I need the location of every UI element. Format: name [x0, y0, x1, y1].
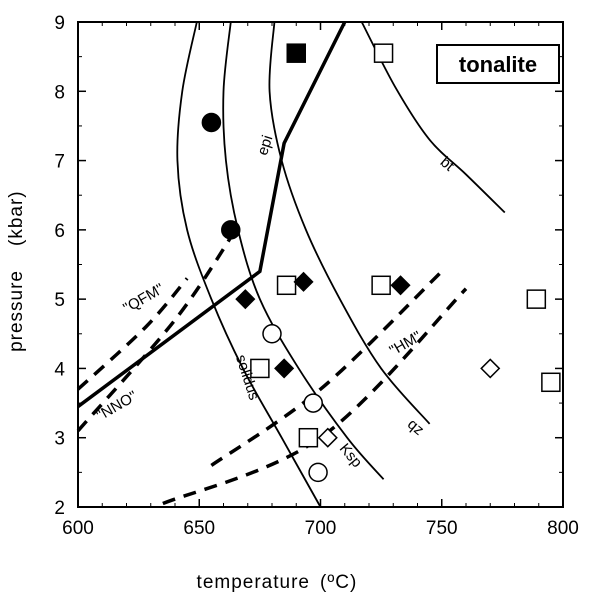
- plot-frame: [77, 21, 564, 508]
- x-tick-label: 650: [183, 518, 215, 539]
- x-axis-label: temperature: [197, 572, 310, 593]
- curve-label: qz: [404, 416, 427, 439]
- curve-label: "NNO": [94, 388, 141, 425]
- curves-layer: [76, 21, 506, 508]
- filled-square-marker: [286, 43, 306, 63]
- curve-6: [76, 228, 238, 432]
- curve-5: [76, 277, 189, 391]
- x-tick-label: 750: [426, 518, 458, 539]
- open-diamond-marker: [480, 358, 501, 379]
- y-tick-label: 7: [54, 152, 65, 173]
- curve-1: [222, 21, 385, 480]
- y-tick-label: 4: [54, 359, 65, 380]
- legend-rect: [436, 44, 560, 84]
- open-diamond-marker: [317, 427, 338, 448]
- ticks-layer: 600 650 700 750 800 2 3 4 5 6 7 8 9: [54, 13, 578, 539]
- x-tick-label: 700: [305, 518, 337, 539]
- curve-7: [210, 270, 443, 467]
- curve-label: Ksp: [336, 440, 366, 471]
- y-tick-label: 5: [54, 290, 65, 311]
- x-tick-label: 800: [547, 518, 579, 539]
- open-circle-marker: [303, 393, 323, 413]
- y-tick-label: 6: [54, 221, 65, 242]
- y-tick-label: 8: [54, 82, 65, 103]
- filled-circle-marker: [201, 112, 222, 133]
- open-square-marker: [541, 372, 561, 393]
- filled-circle-marker: [221, 220, 241, 240]
- legend-box: tonalite: [436, 44, 560, 84]
- filled-diamond-marker: [390, 275, 411, 296]
- open-square-marker: [373, 43, 394, 63]
- curve-4: [76, 21, 347, 408]
- curve-label: bt: [437, 154, 458, 176]
- y-axis-title: pressure (kbar): [6, 190, 27, 352]
- legend-label: tonalite: [459, 52, 537, 77]
- open-circle-marker: [308, 462, 328, 483]
- y-tick-label: 3: [54, 429, 65, 450]
- curve-2: [268, 21, 431, 425]
- filled-diamond-marker: [274, 358, 295, 379]
- open-square-marker: [276, 275, 297, 296]
- x-axis-unit: (ºC): [320, 572, 357, 593]
- curve-8: [162, 287, 468, 506]
- x-axis-title: temperature (ºC): [197, 572, 357, 593]
- y-axis-unit: (kbar): [6, 190, 27, 246]
- y-axis-label: pressure: [6, 270, 27, 352]
- open-circle-marker: [262, 324, 282, 344]
- open-square-marker: [250, 358, 270, 379]
- open-square-marker: [371, 275, 391, 296]
- filled-diamond-marker: [293, 271, 314, 292]
- filled-diamond-marker: [235, 289, 256, 310]
- x-tick-label: 600: [62, 518, 94, 539]
- y-tick-label: 2: [54, 498, 65, 519]
- y-tick-label: 9: [54, 13, 65, 34]
- curve-3: [360, 21, 506, 214]
- curve-label: epi: [254, 133, 276, 157]
- markers-layer: [201, 43, 561, 483]
- open-square-marker: [526, 289, 547, 309]
- open-square-marker: [298, 427, 319, 448]
- curve-0: [176, 21, 322, 508]
